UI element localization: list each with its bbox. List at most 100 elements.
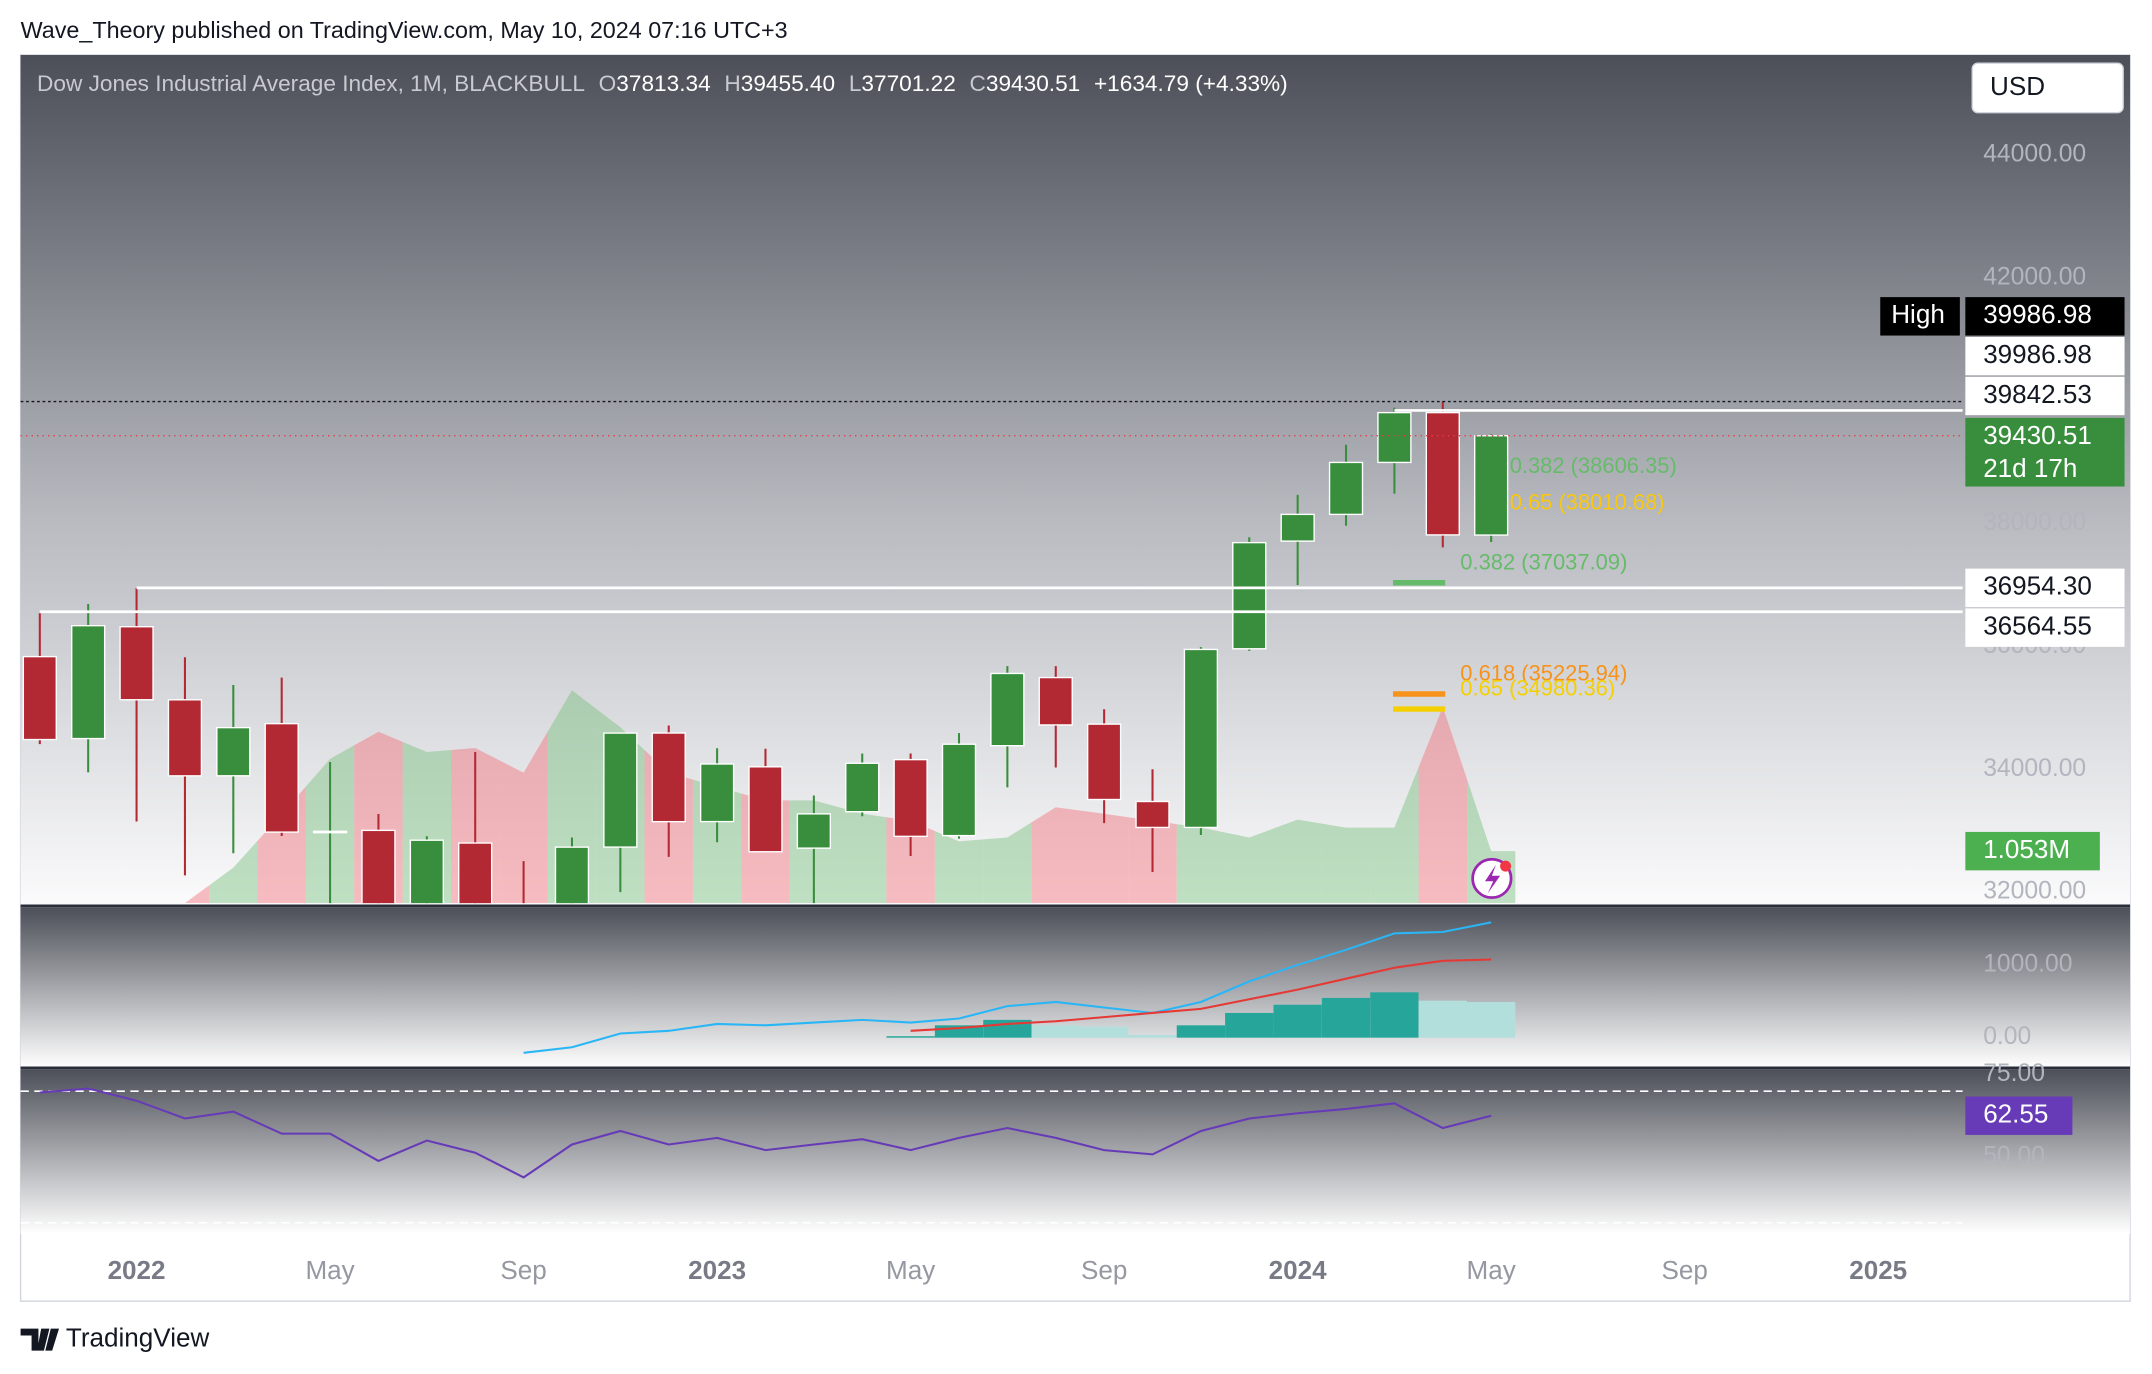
macd-line [523, 921, 1492, 1054]
volume-area [838, 807, 887, 904]
macd-histogram [1031, 1025, 1080, 1038]
volume-area [160, 885, 210, 904]
volume-area [1031, 807, 1080, 904]
price-label-tag [1880, 297, 1960, 336]
price-plot [22, 401, 1516, 904]
rsi-label: 62.55 [1983, 1099, 2048, 1129]
price-label: 39986.98 [1983, 339, 2092, 369]
candle-body [990, 672, 1025, 747]
candle-body [1328, 461, 1364, 516]
price-label-box [1965, 608, 2125, 647]
y-tick-label: 42000.00 [1983, 263, 2086, 290]
candle-body [651, 732, 686, 823]
price-label-box [1965, 336, 2125, 376]
currency-button[interactable] [1971, 62, 2124, 114]
macd-histogram [1079, 1026, 1129, 1038]
price-label-name: High [1891, 299, 1945, 329]
candle-body [167, 699, 203, 777]
y-tick-label: 34000.00 [1983, 755, 2086, 782]
legend-item: 37701.22 [861, 71, 955, 96]
macd-histogram [886, 1036, 935, 1038]
candle-body [119, 626, 154, 701]
legend-item: L [849, 71, 862, 96]
legend: Dow Jones Industrial Average Index, 1M, … [37, 71, 1288, 96]
candle-body [603, 732, 638, 848]
candle-body [941, 743, 977, 837]
y-tick-label: 38000.00 [1983, 509, 2086, 536]
price-label-box [1965, 297, 2125, 336]
fib-label: 0.65 (38010.68) [1510, 490, 1665, 515]
legend-item: Dow Jones Industrial Average Index, 1M, … [37, 71, 585, 96]
volume-label: 1.053M [1983, 834, 2070, 864]
macd-histogram [1370, 992, 1419, 1038]
candle-body [312, 830, 348, 834]
price-label: 36954.30 [1983, 571, 2092, 601]
candle-body [1038, 676, 1073, 726]
x-tick-label: Sep [500, 1255, 546, 1285]
countdown-label: 21d 17h [1983, 453, 2077, 483]
last-price-label: 39430.51 [1983, 420, 2092, 450]
last-price-box [1965, 417, 2125, 487]
footer-brand: TradingView [66, 1322, 210, 1352]
volume-area [499, 731, 548, 904]
price-pane [20, 54, 2131, 906]
legend-item: H [724, 71, 740, 96]
candle-body [748, 766, 783, 853]
fib-label: 0.382 (37037.09) [1460, 549, 1627, 574]
volume-area [1321, 823, 1371, 904]
candle-body [1377, 411, 1412, 464]
candle-body [71, 624, 106, 740]
volume-area [886, 817, 935, 904]
macd-tick-label: 1000.00 [1983, 950, 2072, 977]
candle-body [409, 839, 444, 904]
fib-label: 0.618 (35225.94) [1460, 661, 1627, 686]
volume-label-box [1965, 831, 2100, 871]
price-label: 36564.55 [1983, 611, 2092, 641]
legend-item: C [970, 71, 986, 96]
macd-plot [523, 921, 1516, 1054]
legend-item: 39455.40 [741, 71, 835, 96]
candle-body [22, 655, 57, 741]
candle-body [216, 726, 251, 777]
candle-body [699, 763, 735, 823]
macd-histogram [1418, 1000, 1467, 1038]
volume-area [983, 822, 1032, 904]
rsi-tick-label: 50.00 [1983, 1143, 2045, 1170]
macd-histogram [1273, 1004, 1322, 1038]
volume-area [1225, 828, 1274, 904]
publish-header: Wave_Theory published on TradingView.com… [21, 17, 788, 43]
rsi-tick-label: 75.00 [1983, 1060, 2045, 1087]
candle-body [845, 762, 880, 813]
x-tick-label: May [1467, 1255, 1516, 1285]
candle-body [1474, 435, 1509, 536]
price-label: 39986.98 [1983, 299, 2092, 329]
alert-icon [1471, 857, 1513, 900]
volume-area [1370, 767, 1419, 904]
rsi-pane [20, 1069, 2131, 1234]
legend-item: O [599, 71, 617, 96]
x-tick-label: 2023 [688, 1255, 746, 1285]
price-label: 39842.53 [1983, 379, 2092, 409]
macd-pane [20, 907, 2131, 1068]
legend-item: 37813.34 [616, 71, 710, 96]
x-tick-label: 2025 [1849, 1255, 1907, 1285]
candle-body [1086, 723, 1122, 801]
candle-body [1183, 648, 1219, 829]
x-tick-label: May [886, 1255, 935, 1285]
x-tick-label: Sep [1661, 1255, 1707, 1285]
price-label-box [1965, 568, 2125, 608]
volume-area [1418, 707, 1467, 904]
candle-body [361, 829, 396, 904]
legend-item: +1634.79 (+4.33%) [1094, 71, 1288, 96]
fib-label: 0.382 (38606.35) [1510, 453, 1677, 478]
candle-body [1135, 800, 1170, 829]
x-tick-label: Sep [1081, 1255, 1127, 1285]
macd-histogram [1176, 1025, 1226, 1038]
candle-body [1232, 541, 1267, 650]
macd-tick-label: 0.00 [1983, 1023, 2031, 1050]
macd-histogram [1128, 1034, 1177, 1038]
legend-item: 39430.51 [986, 71, 1080, 96]
signal-line [910, 958, 1492, 1032]
x-tick-label: 2022 [108, 1255, 166, 1285]
